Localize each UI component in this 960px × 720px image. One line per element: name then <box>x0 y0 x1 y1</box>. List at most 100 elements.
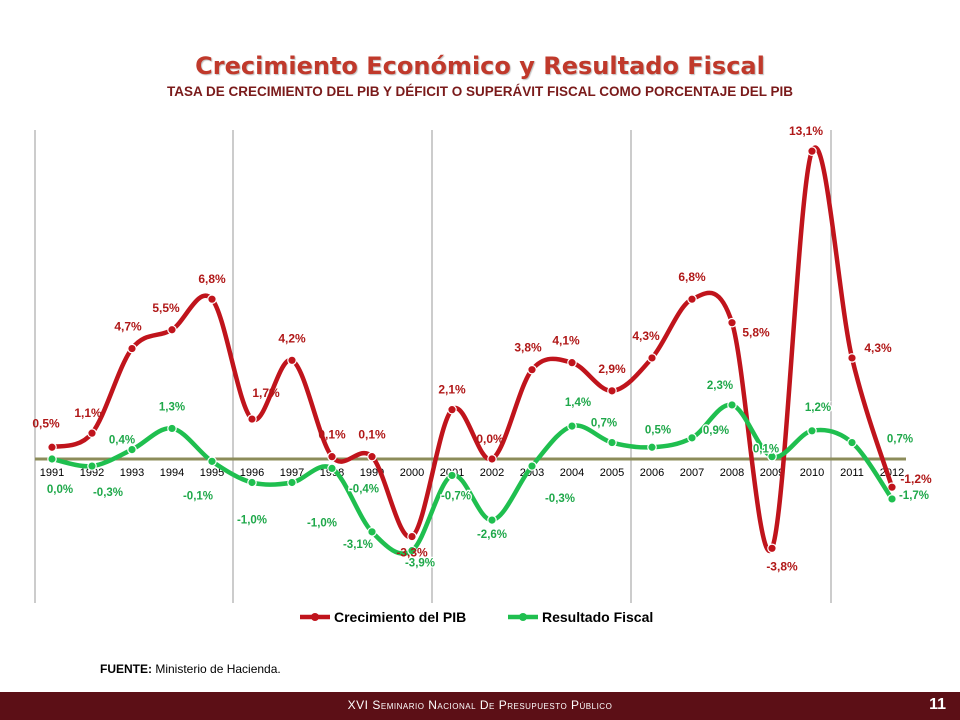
pib-data-label: 5,8% <box>742 326 770 340</box>
pib-data-label: 4,3% <box>864 341 892 355</box>
fiscal-series-point <box>167 423 177 434</box>
pib-data-label: -1,2% <box>900 472 932 486</box>
x-tick-label: 2005 <box>600 467 624 479</box>
x-tick-label: 2000 <box>400 467 424 479</box>
fiscal-series-point <box>327 463 337 474</box>
source-label: FUENTE: <box>100 662 152 676</box>
fiscal-data-label: -1,0% <box>307 518 337 530</box>
pib-series-point <box>847 353 857 363</box>
fiscal-series-point <box>887 494 897 504</box>
page-number: 11 <box>929 696 946 713</box>
pib-series-point <box>727 317 737 328</box>
pib-series-point <box>687 294 697 304</box>
x-tick-label: 2006 <box>640 467 664 479</box>
fiscal-data-label: -0,4% <box>349 483 379 495</box>
fiscal-data-label: 0,0% <box>47 484 73 496</box>
pib-data-label: 2,1% <box>438 383 466 397</box>
fiscal-series-point <box>607 437 617 448</box>
fiscal-series-line <box>51 402 894 556</box>
fiscal-series-point <box>767 451 777 462</box>
pib-series-point <box>87 428 97 438</box>
fiscal-series-point <box>47 454 57 464</box>
pib-data-label: 1,1% <box>74 406 102 420</box>
fiscal-data-label: 0,1% <box>753 444 779 456</box>
pib-series-point <box>647 353 657 363</box>
pib-data-label: 2,9% <box>598 362 626 376</box>
fiscal-data-label: 0,5% <box>645 424 671 436</box>
pib-series-point <box>607 386 617 396</box>
pib-series-line <box>51 145 895 554</box>
x-tick-label: 1995 <box>200 467 224 479</box>
fiscal-series-point <box>727 400 737 410</box>
pib-series-point <box>367 451 377 462</box>
footer-text: XVI Seminario Nacional De Presupuesto Pú… <box>347 698 613 712</box>
fiscal-data-label: 1,4% <box>565 397 591 409</box>
x-tick-label: 2011 <box>840 467 864 479</box>
x-tick-label: 1996 <box>240 467 264 479</box>
fiscal-data-label: -1,0% <box>237 515 267 527</box>
pib-series-point <box>127 343 137 354</box>
fiscal-series-point <box>207 456 217 467</box>
fiscal-series-point <box>647 442 657 453</box>
pib-data-label: 0,1% <box>358 428 386 442</box>
fiscal-series-point <box>247 477 257 488</box>
chart-subtitle: TASA DE CRECIMIENTO DEL PIB Y DÉFICIT O … <box>166 84 794 99</box>
fiscal-data-label: -2,6% <box>477 529 507 541</box>
legend-pib-marker <box>311 613 319 621</box>
fiscal-series-point <box>487 515 497 525</box>
legend-fiscal-label: Resultado Fiscal <box>542 609 653 625</box>
x-tick-label: 2009 <box>760 467 784 479</box>
fiscal-series-point <box>407 545 417 556</box>
fiscal-data-label: -1,7% <box>899 490 929 502</box>
pib-data-label: 4,3% <box>632 329 660 343</box>
pib-series-point <box>887 482 897 492</box>
footer-bar <box>0 692 960 720</box>
pib-series-point <box>527 364 537 375</box>
source-text: Ministerio de Hacienda. <box>152 662 281 676</box>
x-tick-label: 1994 <box>160 467 184 479</box>
fiscal-data-label: -3,9% <box>405 558 435 570</box>
fiscal-series-point <box>287 477 297 488</box>
fiscal-series-point <box>807 425 817 436</box>
pib-data-label: 13,1% <box>789 124 823 138</box>
pib-data-label: 6,8% <box>678 270 706 284</box>
fiscal-data-label: 0,7% <box>591 418 617 430</box>
fiscal-series-point <box>687 433 697 443</box>
pib-series-point <box>167 324 177 335</box>
pib-data-label: 6,8% <box>198 272 226 286</box>
fiscal-series-point <box>527 461 537 471</box>
line-chart: 1991199219931994199519961997199819992000… <box>32 124 932 625</box>
fiscal-series-point <box>367 527 377 537</box>
pib-series-point <box>327 451 337 462</box>
fiscal-data-label: -0,3% <box>93 487 123 499</box>
pib-series-point <box>807 146 817 156</box>
x-tick-label: 1991 <box>40 467 64 479</box>
pib-data-label: -3,3% <box>396 546 428 560</box>
pib-data-label: 0,1% <box>318 428 346 442</box>
legend-fiscal-marker <box>519 613 527 621</box>
fiscal-series-point <box>447 470 457 481</box>
fiscal-data-label: 0,7% <box>887 434 913 446</box>
x-tick-label: 1997 <box>280 467 304 479</box>
pib-series-point <box>767 543 777 554</box>
pib-series-point <box>447 404 457 415</box>
fiscal-data-label: 1,3% <box>159 401 185 413</box>
pib-series-point <box>287 355 297 366</box>
fiscal-series-point <box>87 461 97 471</box>
fiscal-data-label: 2,3% <box>707 380 733 392</box>
source-note: FUENTE: Ministerio de Hacienda. <box>100 662 281 676</box>
x-tick-label: 1993 <box>120 467 144 479</box>
fiscal-data-label: 0,4% <box>109 435 135 447</box>
legend-pib-label: Crecimiento del PIB <box>334 609 466 625</box>
pib-data-label: 5,5% <box>152 301 180 315</box>
x-tick-label: 2007 <box>680 467 704 479</box>
fiscal-data-label: -0,3% <box>545 493 575 505</box>
pib-data-label: 1,7% <box>252 386 280 400</box>
x-tick-label: 2010 <box>800 467 824 479</box>
fiscal-data-label: -0,1% <box>183 490 213 502</box>
fiscal-data-label: 0,9% <box>703 425 729 437</box>
fiscal-data-label: -0,7% <box>441 490 471 502</box>
x-tick-label: 2004 <box>560 467 584 479</box>
pib-data-label: 4,2% <box>278 331 306 345</box>
chart-title: Crecimiento Económico y Resultado Fiscal <box>195 52 765 80</box>
